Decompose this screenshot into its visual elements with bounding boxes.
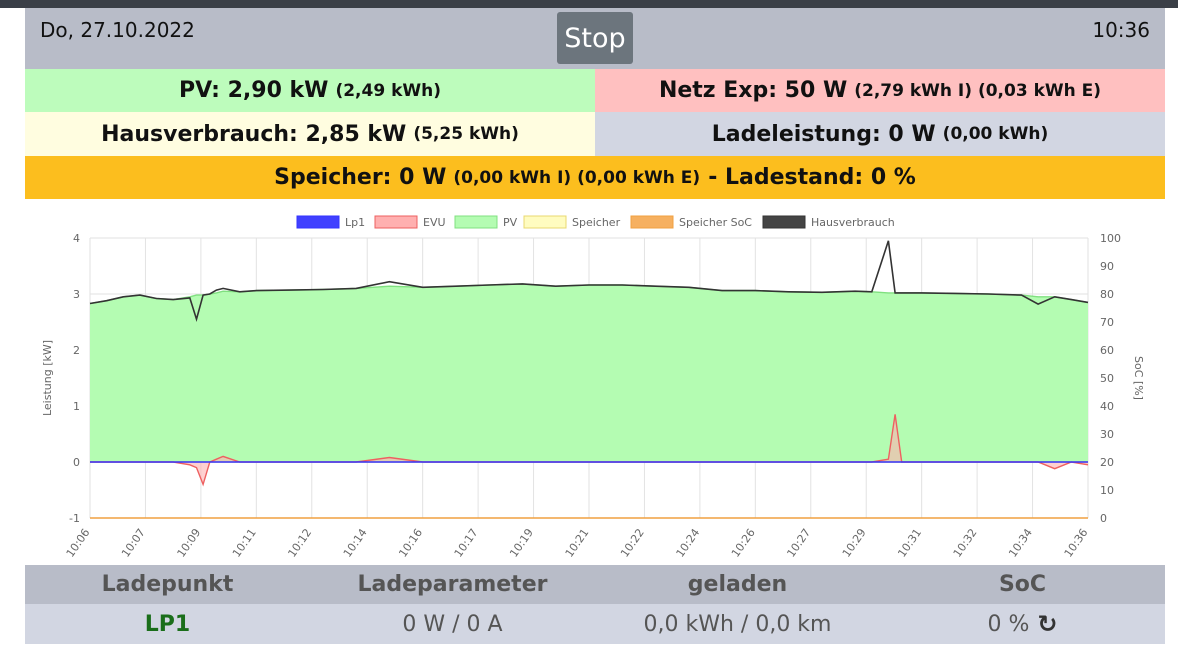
- header-ladeparameter: Ladeparameter: [357, 572, 548, 597]
- netz-detail: (2,79 kWh I) (0,03 kWh E): [854, 80, 1102, 101]
- y2-tick-label: 80: [1100, 288, 1114, 301]
- y2-tick-label: 60: [1100, 344, 1114, 357]
- legend-label: EVU: [423, 216, 446, 229]
- pv-summary: PV: 2,90 kW (2,49 kWh): [25, 69, 595, 112]
- refresh-icon[interactable]: ↻: [1037, 610, 1058, 638]
- table-row[interactable]: LP1 0 W / 0 A 0,0 kWh / 0,0 km 0 % ↻: [25, 604, 1165, 644]
- summary-row-3: Speicher: 0 W (0,00 kWh I) (0,00 kWh E) …: [25, 156, 1165, 199]
- ladepunkt-table: Ladepunkt Ladeparameter geladen SoC LP1 …: [25, 565, 1165, 644]
- legend-label: Hausverbrauch: [811, 216, 895, 229]
- y-tick-label: -1: [69, 512, 80, 525]
- haus-detail: (5,25 kWh): [413, 124, 519, 144]
- y-tick-label: 3: [73, 288, 80, 301]
- speicher-detail: (0,00 kWh I) (0,00 kWh E): [453, 167, 701, 188]
- x-tick-label: 10:32: [951, 526, 980, 559]
- legend-label: Lp1: [345, 216, 365, 229]
- y-axis-title: Leistung [kW]: [41, 340, 54, 416]
- y2-tick-label: 20: [1100, 456, 1114, 469]
- legend-swatch: [762, 215, 806, 229]
- header-bar: Do, 27.10.2022 Stop 10:36: [25, 8, 1165, 69]
- x-tick-label: 10:16: [396, 526, 425, 559]
- cell-ladepunkt[interactable]: LP1: [144, 611, 191, 637]
- lade-label: Ladeleistung: 0 W: [711, 121, 936, 147]
- pv-detail: (2,49 kWh): [335, 80, 442, 101]
- netz-label: Netz Exp: 50 W: [658, 78, 848, 103]
- x-tick-label: 10:26: [729, 526, 758, 559]
- x-tick-label: 10:22: [618, 526, 647, 559]
- x-tick-label: 10:09: [175, 526, 204, 559]
- y-tick-label: 4: [73, 232, 80, 245]
- legend-swatch: [374, 215, 418, 229]
- x-tick-label: 10:14: [341, 526, 370, 559]
- hausverbrauch-summary: Hausverbrauch: 2,85 kW (5,25 kWh): [25, 112, 595, 156]
- ladeleistung-summary: Ladeleistung: 0 W (0,00 kWh): [595, 112, 1165, 156]
- haus-label: Hausverbrauch: 2,85 kW: [101, 121, 407, 147]
- top-bar: [0, 0, 1178, 8]
- stop-button[interactable]: Stop: [557, 12, 633, 64]
- y-tick-label: 0: [73, 456, 80, 469]
- x-tick-label: 10:07: [119, 526, 148, 559]
- time-display: 10:36: [1092, 18, 1150, 42]
- legend-swatch: [296, 215, 340, 229]
- header-geladen: geladen: [687, 572, 788, 597]
- y-tick-label: 2: [73, 344, 80, 357]
- series-area-pv: [90, 283, 1088, 462]
- legend-swatch: [523, 215, 567, 229]
- y2-tick-label: 90: [1100, 260, 1114, 273]
- speicher-summary: Speicher: 0 W (0,00 kWh I) (0,00 kWh E) …: [25, 156, 1165, 199]
- legend-swatch: [630, 215, 674, 229]
- speicher-label: Speicher: 0 W: [274, 165, 447, 190]
- soc-value: 0 %: [987, 611, 1030, 637]
- x-tick-label: 10:27: [784, 526, 813, 559]
- legend-swatch: [454, 215, 498, 229]
- x-tick-label: 10:29: [840, 526, 869, 559]
- cell-geladen: 0,0 kWh / 0,0 km: [643, 611, 832, 637]
- y-tick-label: 1: [73, 400, 80, 413]
- netz-summary: Netz Exp: 50 W (2,79 kWh I) (0,03 kWh E): [595, 69, 1165, 112]
- pv-label: PV: 2,90 kW: [178, 78, 329, 103]
- x-tick-label: 10:24: [674, 526, 703, 559]
- summary-row-2: Hausverbrauch: 2,85 kW (5,25 kWh) Ladele…: [25, 112, 1165, 156]
- y2-tick-label: 100: [1100, 232, 1121, 245]
- cell-ladeparameter: 0 W / 0 A: [402, 611, 503, 637]
- x-tick-label: 10:31: [895, 526, 924, 559]
- cell-soc: 0 % ↻: [880, 604, 1165, 644]
- y2-tick-label: 30: [1100, 428, 1114, 441]
- y2-tick-label: 40: [1100, 400, 1114, 413]
- x-tick-label: 10:34: [1006, 526, 1035, 559]
- speicher-ladestand: - Ladestand: 0 %: [708, 165, 916, 190]
- date-display: Do, 27.10.2022: [40, 18, 195, 42]
- legend-label: Speicher: [572, 216, 621, 229]
- table-header: Ladepunkt Ladeparameter geladen SoC: [25, 565, 1165, 604]
- legend-label: PV: [503, 216, 518, 229]
- series-line-hausverbrauch: [89, 240, 1089, 323]
- header-ladepunkt: Ladepunkt: [101, 572, 234, 597]
- x-tick-label: 10:06: [64, 526, 93, 559]
- y2-tick-label: 0: [1100, 512, 1107, 525]
- y2-tick-label: 50: [1100, 372, 1114, 385]
- y2-axis-title: SoC [%]: [1132, 356, 1145, 400]
- header-soc: SoC: [998, 572, 1047, 597]
- legend-label: Speicher SoC: [679, 216, 752, 229]
- y2-tick-label: 10: [1100, 484, 1114, 497]
- x-tick-label: 10:36: [1062, 526, 1091, 559]
- x-tick-label: 10:19: [507, 526, 536, 559]
- y2-tick-label: 70: [1100, 316, 1114, 329]
- power-chart: 4 3 2 1 0 -1 100 90 80 70 60 50 40 30 20 10 0 10:06 10:07 1…: [25, 199, 1165, 565]
- lade-detail: (0,00 kWh): [942, 124, 1049, 144]
- summary-row-1: PV: 2,90 kW (2,49 kWh) Netz Exp: 50 W (2…: [25, 69, 1165, 112]
- x-tick-label: 10:21: [563, 526, 592, 559]
- x-tick-label: 10:12: [285, 526, 314, 559]
- x-tick-label: 10:17: [452, 526, 481, 559]
- x-tick-label: 10:11: [230, 526, 259, 559]
